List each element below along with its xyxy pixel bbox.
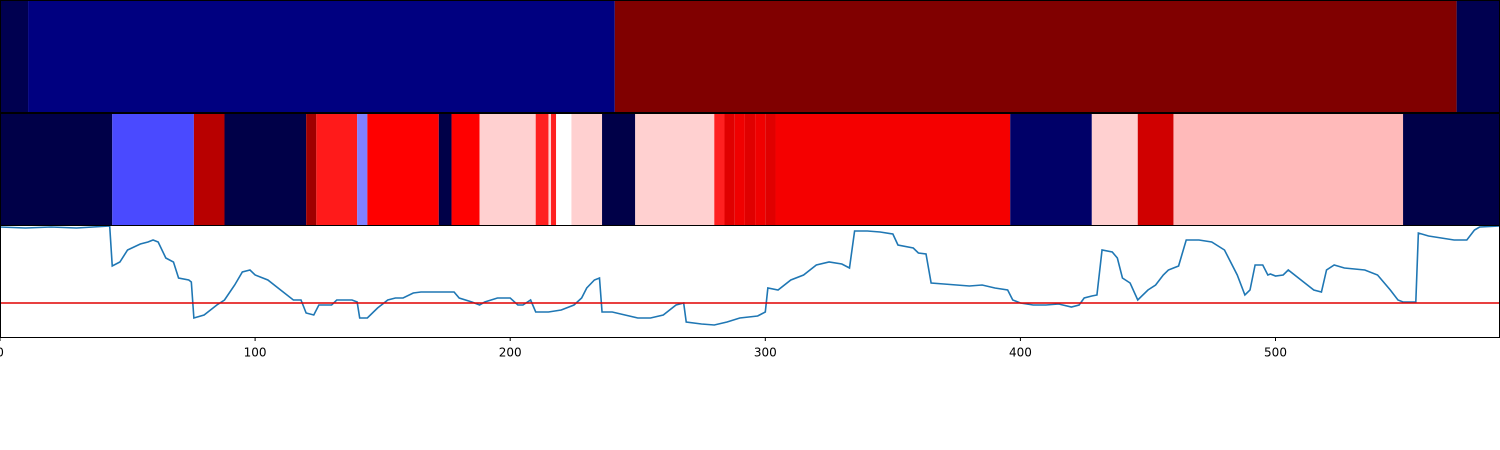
x-tick-label: 300: [754, 346, 777, 360]
strip-segment: [551, 114, 557, 225]
strip-segment: [744, 114, 756, 225]
strip-segment: [0, 114, 113, 225]
strip-segment: [1010, 114, 1092, 225]
strip-segment: [316, 114, 358, 225]
strip-segment: [614, 1, 1457, 112]
strip-segment: [1456, 1, 1500, 112]
x-tick-label: 500: [1264, 346, 1287, 360]
strip-segment: [112, 114, 194, 225]
strip-segment: [571, 114, 603, 225]
strip-segment: [306, 114, 317, 225]
strip-segment: [724, 114, 735, 225]
strip-segment: [1137, 114, 1174, 225]
x-tick-label: 400: [1009, 346, 1032, 360]
strip-segment: [1173, 114, 1404, 225]
x-tick-label: 100: [244, 346, 267, 360]
strip-segment: [734, 114, 745, 225]
strip-segment: [556, 114, 572, 225]
strip-segment: [635, 114, 715, 225]
strip-segment: [548, 114, 552, 225]
strip-segment: [451, 114, 480, 225]
strip-segment: [1403, 114, 1500, 225]
strip-segment: [755, 114, 766, 225]
strip-segment: [357, 114, 368, 225]
strip-segment: [367, 114, 439, 225]
strip-segment: [224, 114, 307, 225]
strip-segment: [535, 114, 549, 225]
strip-segment: [765, 114, 776, 225]
strip-segment: [775, 114, 1011, 225]
strip-segment: [714, 114, 725, 225]
strip-segment: [479, 114, 536, 225]
strip-segment: [1091, 114, 1138, 225]
strip-segment: [193, 114, 225, 225]
axes-frame: [0, 225, 1500, 338]
line-series: [0, 225, 1500, 326]
strip-segment: [602, 114, 636, 225]
strip-segment: [0, 1, 29, 112]
x-tick-label: 0: [0, 346, 4, 360]
strip-segment: [438, 114, 452, 225]
strip-segment: [28, 1, 615, 112]
x-tick-label: 200: [499, 346, 522, 360]
